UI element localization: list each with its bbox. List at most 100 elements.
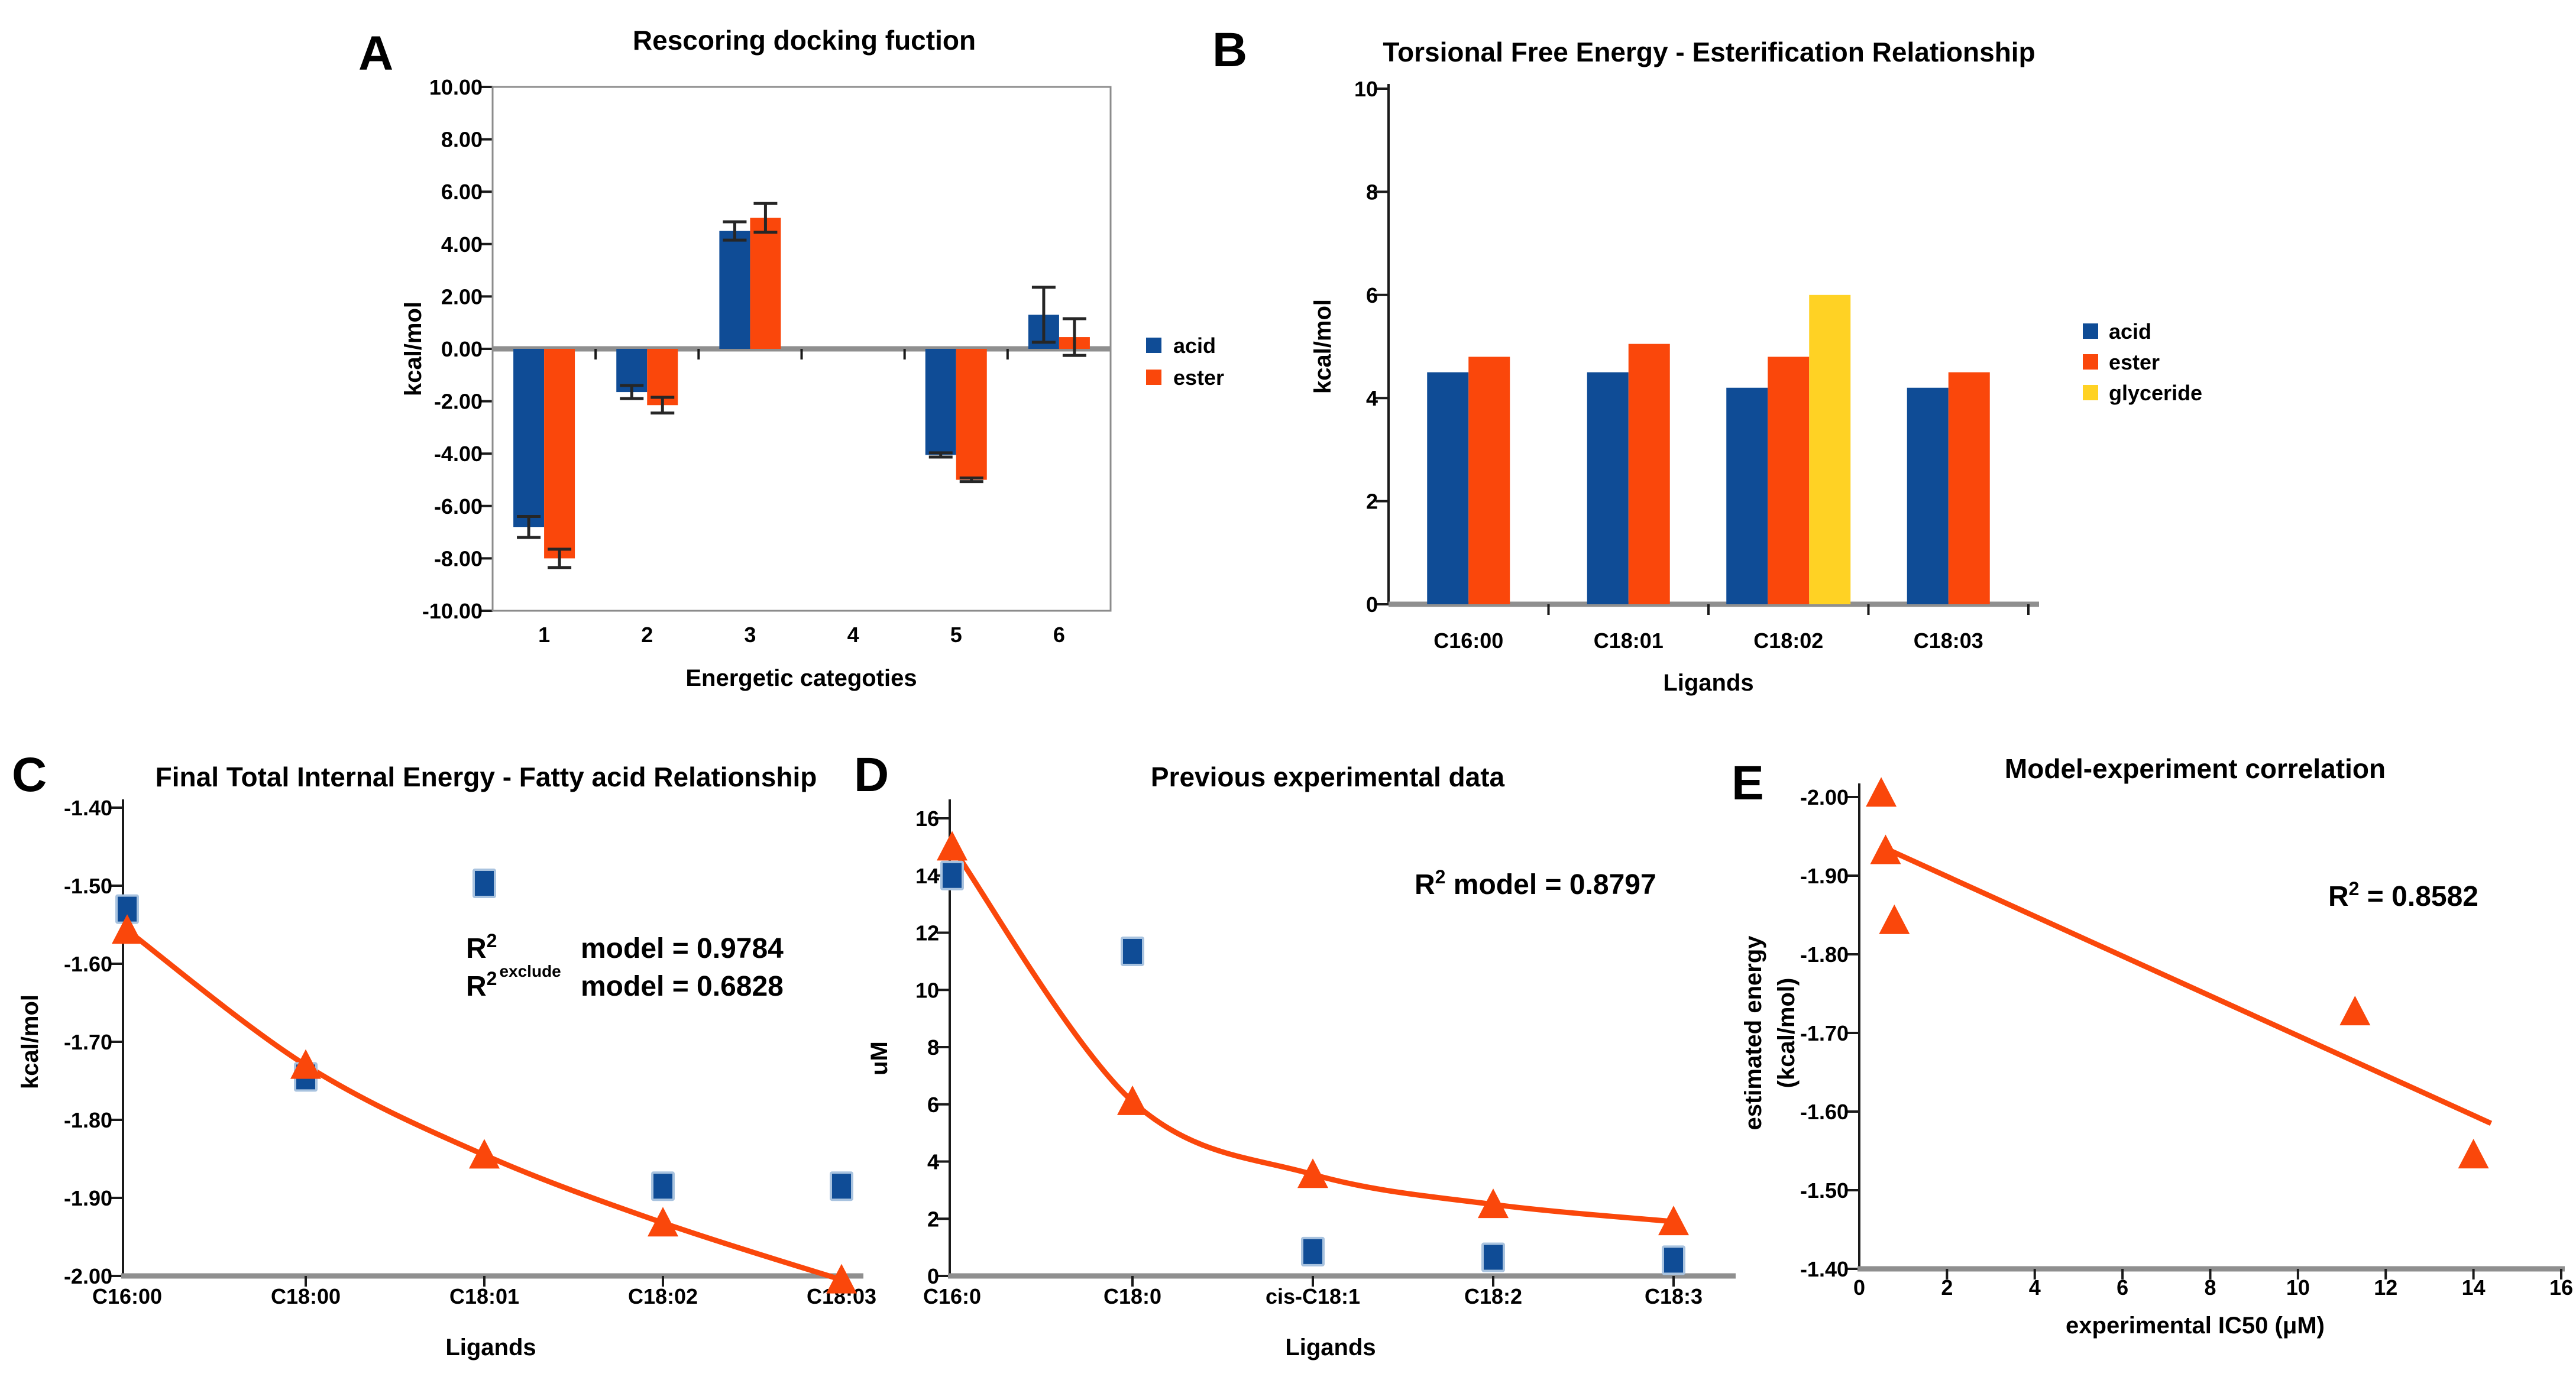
panel-C-cat-label: C18:01	[449, 1284, 519, 1308]
panel-D-ytick-label: 0	[927, 1264, 939, 1288]
panel-E-xtick-label: 12	[2374, 1275, 2397, 1300]
panel-B-legend-label-acid: acid	[2109, 319, 2151, 344]
panel-E-xtick-label: 4	[2029, 1275, 2041, 1300]
panel-A-x-axis-title: Energetic categoties	[685, 665, 917, 691]
panel-E-ytick-label: -2.00	[1800, 785, 1849, 809]
panel-E-annotation-0: R2 = 0.8582	[2328, 878, 2478, 912]
panel-C-marker-triangle-C18:02	[648, 1207, 678, 1237]
panel-B-cat-label: C16:00	[1433, 629, 1503, 653]
panel-C-annotation-1-value: model = 0.6828	[581, 971, 784, 1002]
panel-E-marker-triangle-x0.5	[1866, 777, 1897, 807]
panel-A-ytick-label: 8.00	[441, 128, 483, 152]
panel-A-bar-acid-1	[513, 349, 545, 527]
panel-A-ytick-label: -2.00	[434, 390, 483, 414]
panel-A-ytick-label: 0.00	[441, 337, 483, 361]
panel-C-annotation-1: R2	[466, 968, 497, 1002]
panel-C-marker-triangle-C18:00	[290, 1049, 321, 1079]
panel-B-y-axis-title: kcal/mol	[1310, 299, 1336, 394]
panel-A-bar-ester-5	[956, 349, 987, 480]
panel-D-marker-square-C18:2	[1481, 1242, 1505, 1272]
panel-A-legend-swatch-ester	[1146, 370, 1161, 385]
panel-C-ytick-label: -1.40	[64, 796, 112, 820]
panel-E-xtick-label: 16	[2549, 1275, 2573, 1300]
panel-E-y-axis-title-0: estimated energy	[1740, 935, 1766, 1130]
panel-E-ytick-label: -1.90	[1800, 864, 1849, 888]
panel-E-trend-line	[1885, 846, 2493, 1126]
panel-B-x-axis-title: Ligands	[1663, 670, 1753, 696]
panel-E-xtick-label: 10	[2286, 1275, 2310, 1300]
panel-D-label: D	[854, 748, 889, 802]
panel-B-bar-acid-C18:01	[1587, 372, 1629, 604]
panel-E-xtick-label: 8	[2204, 1275, 2216, 1300]
panel-B-label: B	[1212, 23, 1247, 77]
panel-B-ytick-label: 6	[1366, 283, 1378, 307]
panel-C-cat-label: C16:00	[92, 1284, 162, 1308]
panel-C-x-axis-title: Ligands	[445, 1334, 536, 1360]
panel-C-title: Final Total Internal Energy - Fatty acid…	[156, 762, 817, 792]
panel-D-marker-square-C16:0	[940, 860, 964, 890]
panel-B-legend-label-glyceride: glyceride	[2109, 381, 2202, 405]
panel-C-ytick-label: -2.00	[64, 1264, 112, 1288]
panel-D-y-axis-title: uM	[866, 1041, 892, 1076]
panel-C-ytick-label: -1.70	[64, 1030, 112, 1054]
panel-A-ytick-label: 6.00	[441, 180, 483, 204]
panel-D-ytick-label: 6	[927, 1093, 939, 1117]
panel-D-x-axis-title: Ligands	[1285, 1334, 1376, 1360]
panel-A-ytick-label: -6.00	[434, 494, 483, 519]
panel-E-x-axis-title: experimental IC50 (μM)	[2066, 1313, 2325, 1339]
panel-D-marker-square-C18:0	[1121, 936, 1144, 966]
panel-C-cat-label: C18:00	[271, 1284, 341, 1308]
panel-C-annotation-0-value: model = 0.9784	[581, 933, 784, 964]
panel-C-ytick-label: -1.50	[64, 874, 112, 898]
panel-E-y-axis-title-1: (kcal/mol)	[1774, 978, 1800, 1089]
panel-D-ytick-label: 2	[927, 1207, 939, 1231]
panel-A-cat-label: 3	[744, 623, 756, 647]
panel-E-marker-triangle-x14	[2458, 1139, 2489, 1169]
panel-E-ytick-label: -1.40	[1800, 1257, 1849, 1281]
panel-C-ytick-label: -1.80	[64, 1108, 112, 1132]
panel-C-cat-label: C18:02	[628, 1284, 698, 1308]
panel-A-legend-label-acid: acid	[1173, 333, 1216, 358]
panel-A-ytick-label: 2.00	[441, 284, 483, 309]
panel-C-marker-triangle-C16:00	[112, 914, 143, 944]
panel-B-bar-ester-C16:00	[1468, 357, 1510, 604]
panel-A-legend-swatch-acid	[1146, 338, 1161, 353]
panel-D-ytick-label: 16	[915, 806, 939, 831]
panel-D-ytick-label: 12	[915, 921, 939, 945]
panel-D-ytick-label: 14	[915, 864, 939, 888]
panel-D-marker-triangle-C18:2	[1478, 1188, 1509, 1219]
panel-D-annotation-0: R2 model = 0.8797	[1415, 866, 1656, 900]
panel-B-bar-ester-C18:02	[1768, 357, 1810, 604]
panel-B-bar-acid-C16:00	[1427, 372, 1469, 604]
panel-D-marker-triangle-C18:0	[1117, 1085, 1148, 1115]
panel-A-cat-label: 1	[538, 623, 550, 647]
panel-D-cat-label: C18:0	[1103, 1284, 1161, 1308]
panel-D-cat-label: C18:3	[1645, 1284, 1703, 1308]
panel-E-xtick-label: 0	[1853, 1275, 1865, 1300]
panel-B-cat-label: C18:02	[1753, 629, 1823, 653]
panel-C-label: C	[12, 748, 47, 802]
panel-D-marker-triangle-C16:0	[937, 831, 967, 861]
panel-C-marker-triangle-C18:03	[826, 1264, 857, 1294]
panel-B-legend-swatch-glyceride	[2083, 385, 2098, 400]
panel-D-marker-triangle-C18:3	[1658, 1206, 1689, 1236]
panel-E-marker-triangle-x0.8	[1879, 904, 1910, 934]
panel-A-title: Rescoring docking fuction	[633, 25, 976, 56]
panel-D-ytick-label: 10	[915, 978, 939, 1002]
panel-B-cat-label: C18:03	[1914, 629, 1983, 653]
panel-B-legend-swatch-ester	[2083, 354, 2098, 370]
panel-D-marker-square-cis-C18:1	[1301, 1236, 1325, 1266]
panel-C-marker-square-C18:01	[473, 869, 496, 899]
panel-C-annotation-0: R2exclude	[466, 930, 561, 980]
panel-E-ytick-label: -1.50	[1800, 1178, 1849, 1203]
panel-A-cat-label: 2	[641, 623, 653, 647]
panel-A-cat-label: 4	[847, 623, 859, 647]
panel-E-xtick-label: 14	[2462, 1275, 2486, 1300]
panel-E-label: E	[1732, 756, 1764, 810]
panel-C-ytick-label: -1.60	[64, 952, 112, 976]
panel-C-ytick-label: -1.90	[64, 1186, 112, 1210]
panel-C-marker-triangle-C18:01	[469, 1139, 500, 1169]
panel-D-ytick-label: 4	[927, 1150, 939, 1174]
